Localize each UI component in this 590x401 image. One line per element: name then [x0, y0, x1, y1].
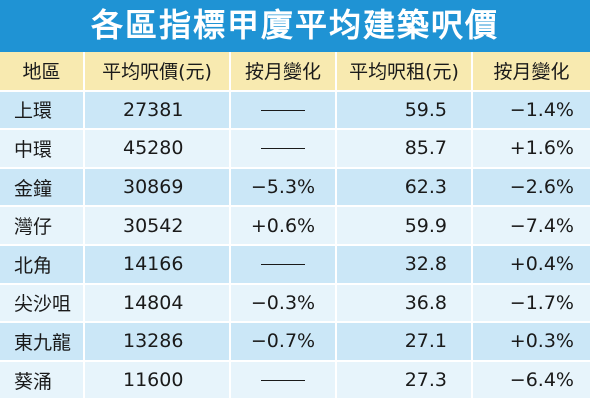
- avg-price-cell: 14804: [84, 283, 231, 324]
- header-row: 地區 平均呎價(元) 按月變化 平均呎租(元) 按月變化: [0, 52, 590, 92]
- avg-price-cell: 45280: [84, 129, 231, 169]
- rent-change-cell: −7.4%: [472, 206, 590, 246]
- avg-rent-cell: 27.1: [336, 322, 473, 362]
- rent-change-cell: +1.6%: [472, 129, 590, 169]
- header-avg-price: 平均呎價(元): [84, 52, 231, 92]
- price-change-cell: −5.3%: [230, 167, 337, 208]
- table-row: 上環 27381 59.5 −1.4%: [0, 90, 590, 131]
- avg-price-cell: 14166: [84, 244, 231, 285]
- table-title: 各區指標甲廈平均建築呎價: [0, 0, 590, 52]
- district-cell: 尖沙咀: [0, 283, 85, 324]
- table-row: 中環 45280 85.7 +1.6%: [0, 129, 590, 169]
- avg-rent-cell: 36.8: [336, 283, 473, 324]
- price-change-cell: [230, 360, 337, 401]
- rent-change-cell: −2.6%: [472, 167, 590, 208]
- price-change-cell: [230, 129, 337, 169]
- district-cell: 葵涌: [0, 360, 85, 401]
- avg-rent-cell: 85.7: [336, 129, 473, 169]
- table-row: 灣仔 30542 +0.6% 59.9 −7.4%: [0, 206, 590, 246]
- no-data-dash: [261, 380, 305, 382]
- header-avg-rent: 平均呎租(元): [336, 52, 473, 92]
- rent-change-cell: +0.4%: [472, 244, 590, 285]
- header-district: 地區: [0, 52, 85, 92]
- avg-price-cell: 11600: [84, 360, 231, 401]
- no-data-dash: [261, 109, 305, 111]
- price-change-cell: −0.3%: [230, 283, 337, 324]
- district-cell: 中環: [0, 129, 85, 169]
- header-price-change: 按月變化: [230, 52, 337, 92]
- district-cell: 上環: [0, 90, 85, 131]
- avg-price-cell: 30542: [84, 206, 231, 246]
- rent-change-cell: −1.7%: [472, 283, 590, 324]
- avg-price-cell: 27381: [84, 90, 231, 131]
- table-row: 東九龍 13286 −0.7% 27.1 +0.3%: [0, 322, 590, 362]
- district-cell: 灣仔: [0, 206, 85, 246]
- avg-rent-cell: 62.3: [336, 167, 473, 208]
- price-change-cell: [230, 90, 337, 131]
- avg-price-cell: 13286: [84, 322, 231, 362]
- price-change-cell: +0.6%: [230, 206, 337, 246]
- no-data-dash: [261, 148, 305, 150]
- avg-price-cell: 30869: [84, 167, 231, 208]
- table-row: 北角 14166 32.8 +0.4%: [0, 244, 590, 285]
- table-row: 尖沙咀 14804 −0.3% 36.8 −1.7%: [0, 283, 590, 324]
- price-change-cell: [230, 244, 337, 285]
- rent-change-cell: −1.4%: [472, 90, 590, 131]
- avg-rent-cell: 59.5: [336, 90, 473, 131]
- table-row: 金鐘 30869 −5.3% 62.3 −2.6%: [0, 167, 590, 208]
- no-data-dash: [261, 264, 305, 266]
- rent-change-cell: −6.4%: [472, 360, 590, 401]
- avg-rent-cell: 32.8: [336, 244, 473, 285]
- district-cell: 北角: [0, 244, 85, 285]
- rent-change-cell: +0.3%: [472, 322, 590, 362]
- header-rent-change: 按月變化: [472, 52, 590, 92]
- district-cell: 東九龍: [0, 322, 85, 362]
- price-change-cell: −0.7%: [230, 322, 337, 362]
- table-row: 葵涌 11600 27.3 −6.4%: [0, 360, 590, 401]
- avg-rent-cell: 59.9: [336, 206, 473, 246]
- district-cell: 金鐘: [0, 167, 85, 208]
- price-table: 地區 平均呎價(元) 按月變化 平均呎租(元) 按月變化 上環 27381 59.5…: [0, 52, 590, 401]
- avg-rent-cell: 27.3: [336, 360, 473, 401]
